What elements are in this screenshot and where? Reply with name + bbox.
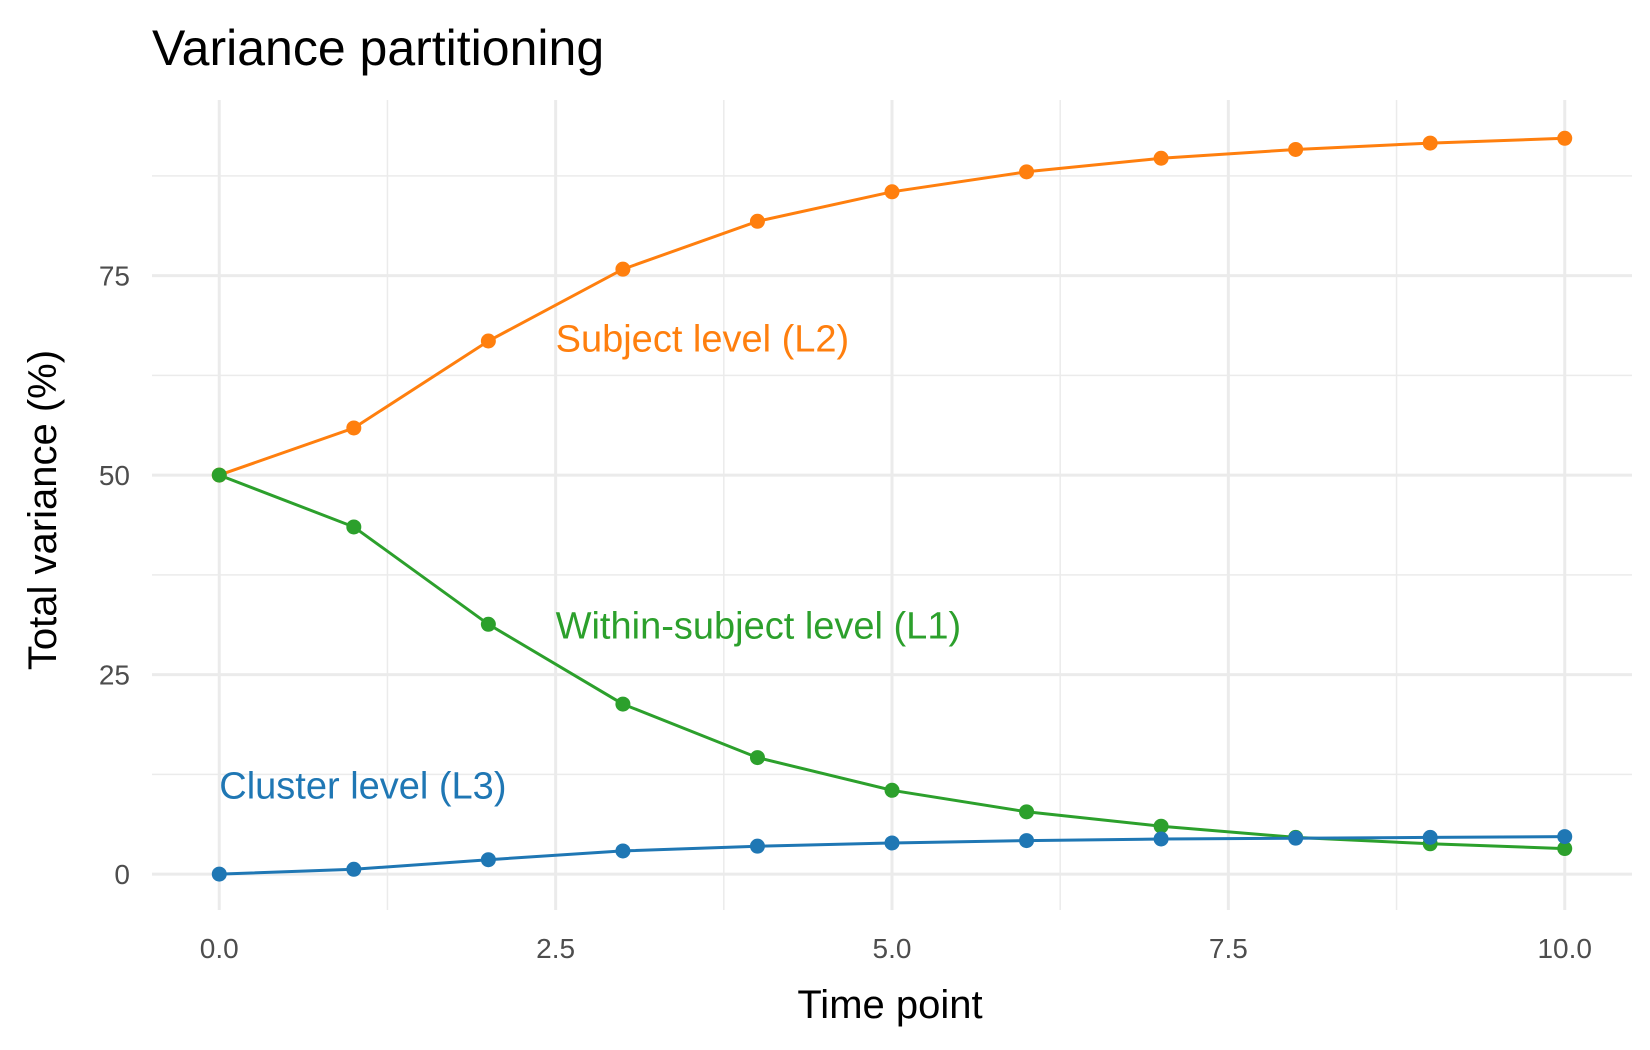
series-label: Within-subject level (L1) bbox=[556, 606, 961, 648]
data-point bbox=[1422, 829, 1438, 845]
data-point bbox=[749, 750, 765, 766]
data-point bbox=[211, 866, 227, 882]
data-point bbox=[615, 843, 631, 859]
data-point bbox=[480, 852, 496, 868]
x-tick-label: 5.0 bbox=[873, 933, 912, 964]
data-point bbox=[1019, 164, 1035, 180]
series-labels: Subject level (L2) Within-subject level (… bbox=[219, 318, 961, 807]
data-point bbox=[1557, 130, 1573, 146]
data-point bbox=[1288, 830, 1304, 846]
y-tick-label: 75 bbox=[99, 261, 130, 292]
x-tick-label: 10.0 bbox=[1537, 933, 1592, 964]
grid bbox=[152, 100, 1632, 910]
data-point bbox=[749, 213, 765, 229]
series-label: Cluster level (L3) bbox=[219, 765, 506, 807]
x-tick-label: 2.5 bbox=[536, 933, 575, 964]
x-axis-title: Time point bbox=[797, 983, 982, 1027]
y-tick-label: 50 bbox=[99, 460, 130, 491]
data-point bbox=[211, 467, 227, 483]
data-point bbox=[480, 333, 496, 349]
chart-title: Variance partitioning bbox=[152, 20, 604, 76]
y-tick-label: 0 bbox=[114, 859, 130, 890]
data-point bbox=[1557, 841, 1573, 857]
data-point bbox=[1153, 831, 1169, 847]
data-point bbox=[1019, 804, 1035, 820]
series-points bbox=[211, 130, 1573, 882]
data-point bbox=[1288, 141, 1304, 157]
y-axis-ticks: 0 25 50 75 bbox=[99, 261, 130, 891]
data-point bbox=[1153, 150, 1169, 166]
series-label: Subject level (L2) bbox=[556, 318, 850, 360]
x-tick-label: 0.0 bbox=[200, 933, 239, 964]
data-point bbox=[1557, 829, 1573, 845]
data-point bbox=[749, 838, 765, 854]
data-point bbox=[884, 184, 900, 200]
y-axis-title: Total variance (%) bbox=[21, 350, 65, 670]
y-tick-label: 25 bbox=[99, 660, 130, 691]
data-point bbox=[346, 420, 362, 436]
data-point bbox=[1422, 135, 1438, 151]
x-axis-ticks: 0.0 2.5 5.0 7.5 10.0 bbox=[200, 933, 1592, 964]
x-tick-label: 7.5 bbox=[1209, 933, 1248, 964]
data-point bbox=[346, 861, 362, 877]
data-point bbox=[884, 782, 900, 798]
data-point bbox=[346, 519, 362, 535]
data-point bbox=[480, 616, 496, 632]
data-point bbox=[615, 261, 631, 277]
data-point bbox=[615, 696, 631, 712]
data-point bbox=[884, 835, 900, 851]
data-point bbox=[1019, 833, 1035, 849]
data-point bbox=[1153, 818, 1169, 834]
